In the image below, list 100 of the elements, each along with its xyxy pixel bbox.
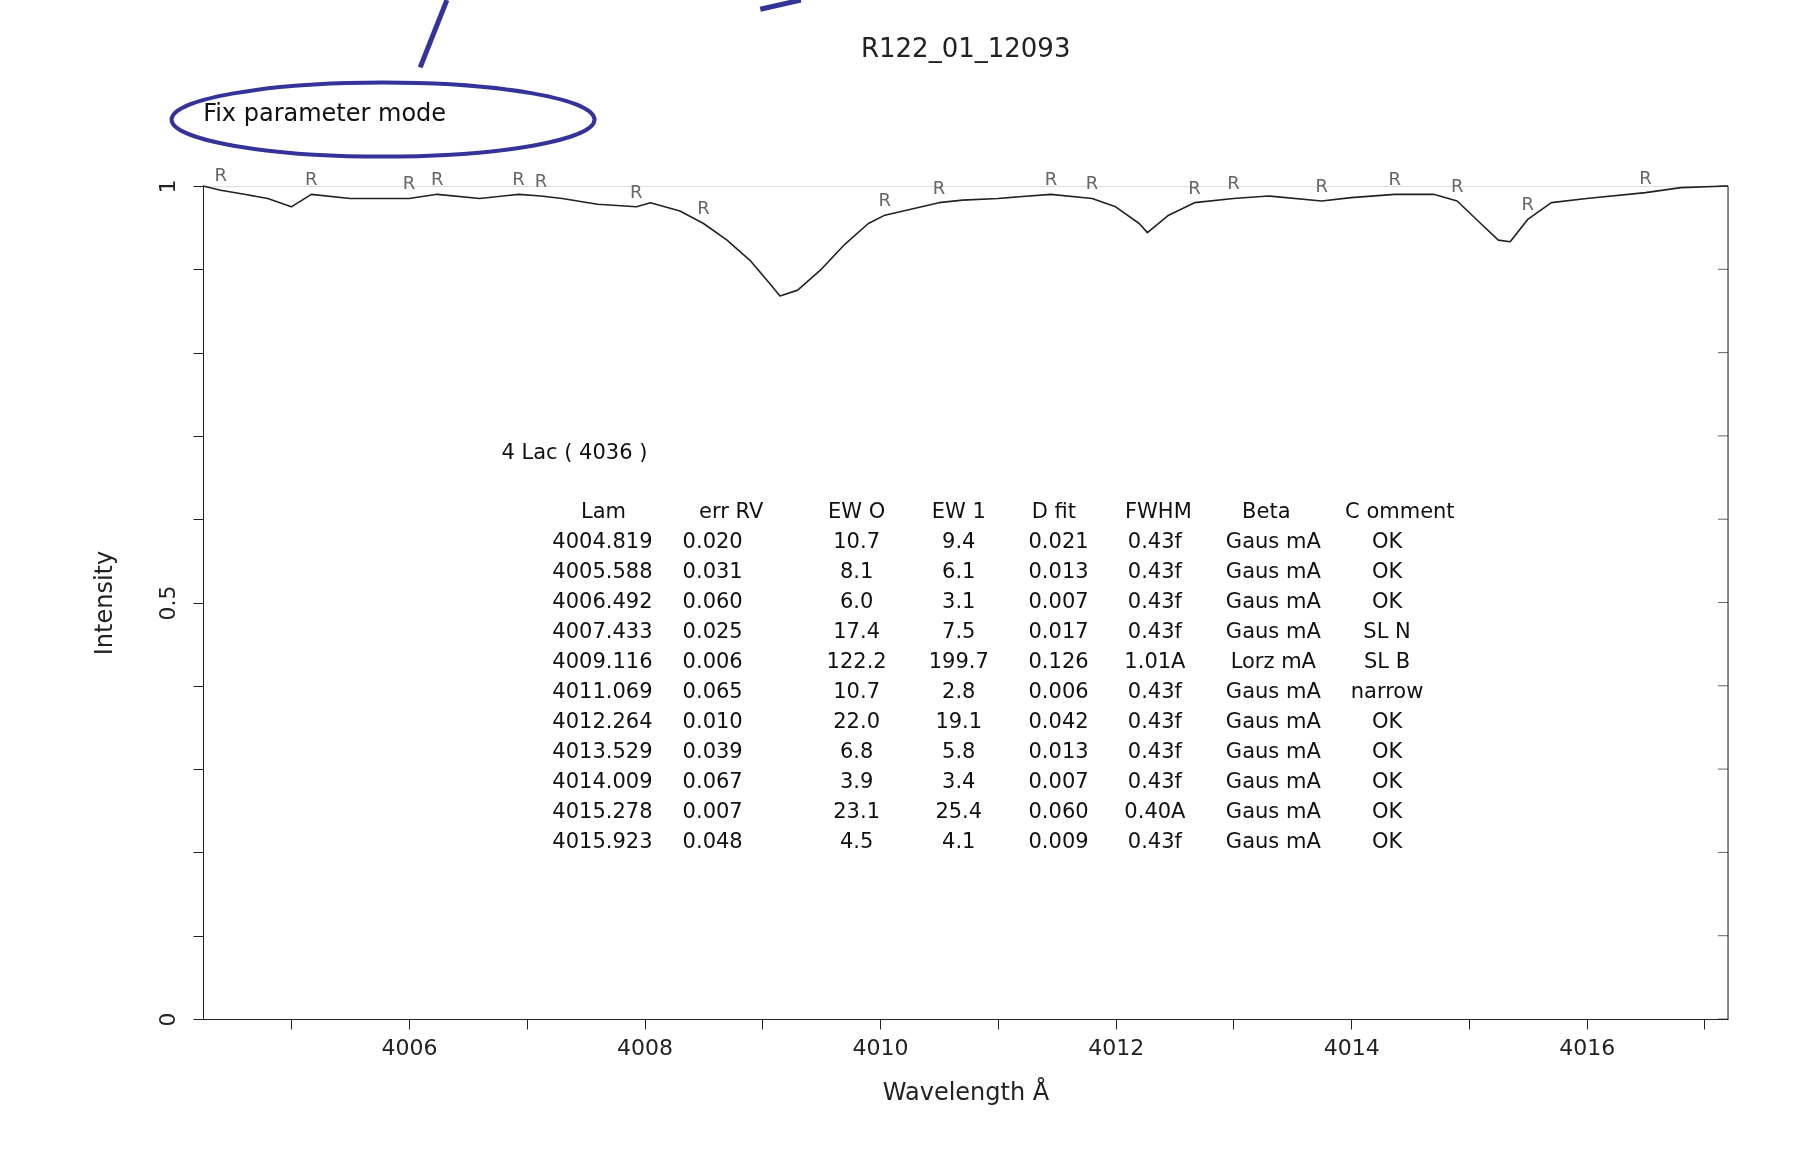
annotation: 10.7	[833, 529, 880, 554]
annotation: 0.010	[682, 709, 743, 734]
annotation: Lam	[581, 498, 627, 523]
annotation: R	[305, 168, 318, 190]
annotation: 2.8	[942, 679, 976, 704]
annotation: OK	[1371, 768, 1404, 793]
annotation: 4012.264	[552, 709, 653, 734]
annotation: R	[1085, 172, 1099, 194]
annotation: 0.031	[682, 559, 743, 584]
annotation: 0.126	[1028, 649, 1089, 674]
annotation: 0.048	[682, 828, 743, 853]
annotation: 0.43f	[1127, 679, 1183, 704]
annotation: 0.020	[682, 529, 743, 554]
y-tick-label: 1	[154, 179, 180, 194]
annotation: SL B	[1363, 649, 1411, 674]
annotation: 4011.069	[552, 679, 653, 704]
annotation: R	[878, 189, 892, 211]
x-tick-label: 4006	[381, 1034, 438, 1060]
annotation: 0.039	[682, 739, 743, 764]
annotation: narrow	[1350, 679, 1424, 704]
annotation: 4.5	[839, 828, 874, 853]
annotation: 0.43f	[1127, 828, 1183, 853]
annotation: 122.2	[826, 649, 887, 674]
annotation: 199.7	[928, 649, 989, 674]
annotation: SL N	[1363, 619, 1411, 644]
annotation: 0.009	[1028, 828, 1089, 853]
annotation: 0.065	[682, 679, 743, 704]
annotation: R	[697, 197, 710, 219]
annotation: 4.1	[942, 828, 976, 853]
annotation: 3.9	[839, 768, 874, 793]
annotation: 0.017	[1028, 619, 1089, 644]
annotation: 9.4	[942, 529, 976, 554]
annotation: Gaus mA	[1225, 589, 1322, 614]
annotation: 0.042	[1028, 709, 1089, 734]
annotation: Gaus mA	[1225, 529, 1322, 554]
annotation: R	[1188, 176, 1201, 198]
annotation: R	[402, 172, 416, 194]
annotation: R	[630, 180, 643, 202]
annotation: 5.8	[942, 739, 976, 764]
annotation: EW O	[827, 498, 886, 523]
annotation: 0.013	[1028, 559, 1089, 584]
annotation: EW 1	[931, 498, 986, 523]
annotation: Gaus mA	[1225, 768, 1322, 793]
x-tick-label: 4008	[617, 1034, 674, 1060]
annotation: 0.43f	[1127, 768, 1183, 793]
annotation: 0.43f	[1127, 559, 1183, 584]
annotation: Gaus mA	[1225, 828, 1322, 853]
annotation: R	[1450, 174, 1464, 196]
annotation: 10.7	[833, 679, 880, 704]
annotation: R	[1315, 174, 1328, 196]
y-tick-label: 0	[154, 1012, 180, 1027]
annotation: OK	[1371, 709, 1404, 734]
annotation: OK	[1371, 739, 1404, 764]
x-tick-label: 4014	[1323, 1034, 1380, 1060]
annotation: R	[1227, 172, 1240, 194]
text: Fix parameter mode	[203, 98, 447, 127]
annotation: R	[214, 164, 227, 186]
annotation: 0.025	[682, 619, 743, 644]
annotation: 0.43f	[1127, 709, 1183, 734]
annotation: C omment	[1345, 498, 1455, 523]
annotation: 1.01A	[1124, 649, 1187, 674]
x-tick-label: 4010	[852, 1034, 909, 1060]
x-tick-label: 4012	[1088, 1034, 1145, 1060]
annotation: 0.007	[1028, 589, 1089, 614]
annotation: 0.060	[1028, 798, 1089, 823]
annotation: 0.006	[682, 649, 743, 674]
y-axis-title: Intensity	[89, 550, 118, 656]
annotation: R	[932, 176, 946, 198]
annotation: 0.43f	[1127, 739, 1183, 764]
annotation: R	[1044, 168, 1058, 190]
annotation: 0.067	[682, 768, 743, 793]
x-tick-label: 4016	[1559, 1034, 1616, 1060]
annotation: 0.006	[1028, 679, 1089, 704]
annotation: 4015.923	[552, 828, 653, 853]
annotation: R	[1639, 166, 1652, 188]
annotation: R	[512, 168, 525, 190]
annotation: 4006.492	[552, 589, 653, 614]
annotation: R	[431, 168, 444, 190]
annotation: Gaus mA	[1225, 709, 1322, 734]
annotation: 0.021	[1028, 529, 1089, 554]
annotation: 6.1	[942, 559, 976, 584]
annotation: 7.5	[942, 619, 976, 644]
y-tick-label: 0.5	[154, 585, 180, 621]
annotation: 19.1	[935, 709, 983, 734]
annotation: OK	[1371, 798, 1404, 823]
x-axis-title: Wavelength Å	[882, 1076, 1050, 1106]
annotation: Gaus mA	[1225, 798, 1322, 823]
annotation: 4013.529	[552, 739, 653, 764]
annotation: 0.060	[682, 589, 743, 614]
annotation: err RV	[699, 498, 765, 523]
annotation: 6.0	[839, 589, 874, 614]
annotation: OK	[1371, 828, 1404, 853]
chart-title: R122_01_12093	[860, 32, 1071, 63]
annotation: 4004.819	[552, 529, 653, 554]
annotation: OK	[1371, 559, 1404, 584]
annotation: OK	[1371, 529, 1404, 554]
annotation: 0.40A	[1124, 798, 1187, 823]
annotation: 25.4	[935, 798, 983, 823]
annotation: Lorz mA	[1230, 649, 1317, 674]
annotation: Beta	[1242, 498, 1291, 523]
